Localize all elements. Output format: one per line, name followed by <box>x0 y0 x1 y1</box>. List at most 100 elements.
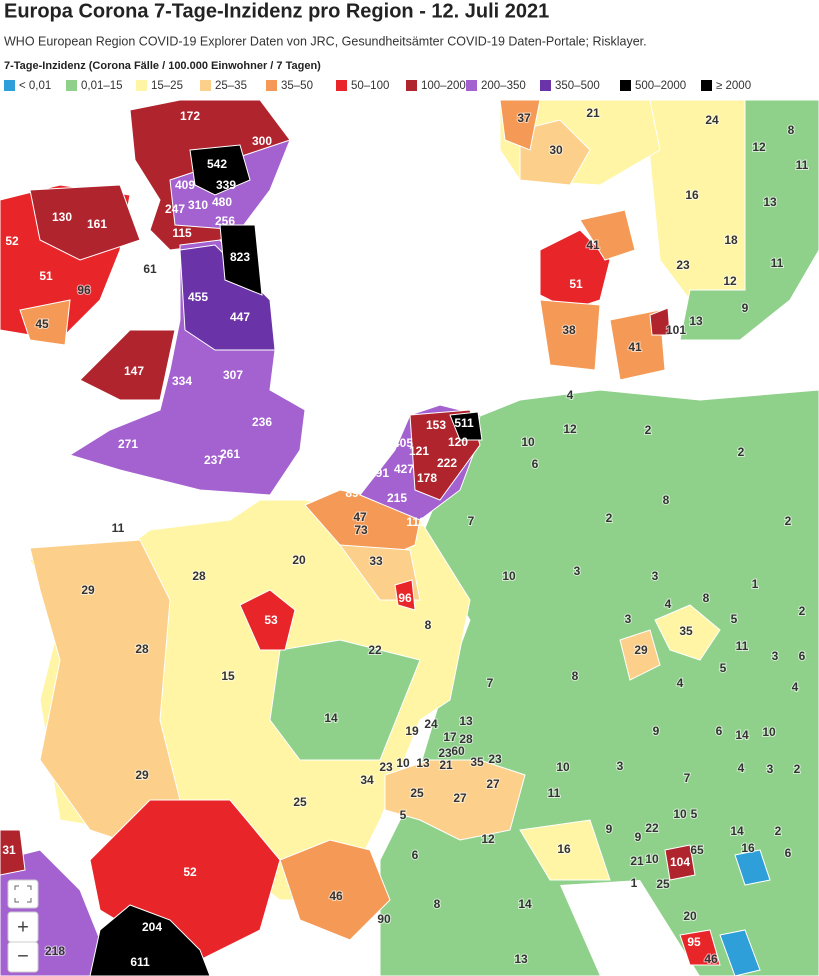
region-label: 3 <box>617 759 624 773</box>
subtitle: WHO European Region COVID-19 Explorer Da… <box>4 34 647 48</box>
region-label: 18 <box>724 233 738 247</box>
region-label: 823 <box>230 250 250 264</box>
region-label: 236 <box>252 415 272 429</box>
region-label: 21 <box>630 854 644 868</box>
region-label: 256 <box>215 214 235 228</box>
land <box>0 829 26 876</box>
region-label: 16 <box>557 842 571 856</box>
zoom-out[interactable]: − <box>17 945 29 967</box>
land <box>19 299 71 346</box>
region-label: 218 <box>45 944 65 958</box>
region-label: 37 <box>517 111 531 125</box>
region-label: 121 <box>409 444 429 458</box>
region-label: 5 <box>691 807 698 821</box>
land <box>394 579 416 611</box>
legend-label: 50–100 <box>351 80 389 92</box>
legend: < 0,01 0,01–15 15–25 25–35 35–50 50–100 100–20… <box>4 80 751 92</box>
land <box>189 144 251 196</box>
region-label: 5 <box>731 612 738 626</box>
land <box>269 639 421 761</box>
region-label: 15 <box>221 669 235 683</box>
region-label: 11 <box>771 256 784 270</box>
region-label: 23 <box>438 746 452 760</box>
zoom-in[interactable]: + <box>17 916 29 938</box>
region-label: 11 <box>796 158 809 172</box>
region-label: 8 <box>434 897 441 911</box>
region-label: 2 <box>794 762 801 776</box>
legend-swatch <box>200 80 211 91</box>
land <box>384 759 526 841</box>
region-label: 8 <box>788 123 795 137</box>
region-label: 222 <box>437 456 457 470</box>
legend-label: 200–350 <box>481 80 526 92</box>
region-label: 10 <box>396 756 410 770</box>
land <box>679 99 819 341</box>
land <box>89 904 211 976</box>
region-label: 11 <box>736 639 749 653</box>
region-label: 20 <box>292 553 306 567</box>
land <box>539 229 611 311</box>
region-label: 33 <box>369 554 383 568</box>
region-label: 104 <box>670 855 690 869</box>
region-label: 6 <box>716 724 723 738</box>
region-label: 261 <box>220 447 240 461</box>
legend-label: ≥ 2000 <box>716 80 751 92</box>
region-label: 2 <box>785 514 792 528</box>
land <box>654 604 721 661</box>
region-label: 19 <box>405 724 419 738</box>
legend-label: 100–200 <box>421 80 466 92</box>
legend-swatch <box>66 80 77 91</box>
land <box>239 589 296 651</box>
region-label: 23 <box>488 752 502 766</box>
region-label: 161 <box>87 217 107 231</box>
region-label: 204 <box>142 920 162 934</box>
region-label: 13 <box>689 314 703 328</box>
zoom-out-button[interactable] <box>7 941 39 973</box>
region-label: 2 <box>775 824 782 838</box>
region-label: 2 <box>738 445 745 459</box>
region-label: 3 <box>772 649 779 663</box>
region-label: 25 <box>410 786 424 800</box>
land <box>649 307 671 336</box>
region-label: 53 <box>264 613 278 627</box>
land <box>579 209 636 261</box>
region-label: 14 <box>324 711 338 725</box>
legend-swatch <box>336 80 347 91</box>
region-label: 27 <box>486 777 500 791</box>
region-label: 120 <box>448 435 468 449</box>
region-label: 24 <box>705 113 719 127</box>
region-label: 38 <box>562 323 576 337</box>
region-label: 215 <box>387 491 407 505</box>
region-label: 409 <box>175 178 195 192</box>
region-label: 4 <box>665 597 672 611</box>
region-label: 115 <box>172 226 192 240</box>
region-label: 23 <box>676 258 690 272</box>
region-label: 31 <box>2 843 16 857</box>
region-label: 27 <box>453 791 467 805</box>
region-label: 511 <box>454 416 474 430</box>
legend-label: 500–2000 <box>635 80 686 92</box>
region-label: 29 <box>135 768 149 782</box>
legend-swatch <box>540 80 551 91</box>
land <box>279 839 391 941</box>
region-label: 10 <box>762 725 776 739</box>
legend-label: 350–500 <box>555 80 600 92</box>
region-label: 12 <box>481 832 495 846</box>
region-label: 611 <box>130 955 150 969</box>
region-label: 291 <box>369 466 389 480</box>
region-label: 307 <box>223 368 243 382</box>
region-label: 3 <box>625 612 632 626</box>
zoom-controls: + − <box>7 879 39 973</box>
region-label: 29 <box>634 643 648 657</box>
region-label: 90 <box>377 912 391 926</box>
region-label: 11 <box>548 786 561 800</box>
legend-label: 25–35 <box>215 80 247 92</box>
region-label: 96 <box>77 283 91 297</box>
region-label: 130 <box>52 210 72 224</box>
region-label: 46 <box>704 952 718 966</box>
fullscreen-button[interactable] <box>7 879 39 909</box>
region-label: 46 <box>329 889 343 903</box>
land <box>539 299 601 371</box>
